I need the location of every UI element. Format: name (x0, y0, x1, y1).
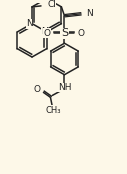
Text: O: O (34, 85, 41, 94)
Text: N: N (86, 9, 93, 18)
Text: Cl: Cl (47, 0, 56, 9)
Text: O: O (44, 29, 51, 38)
Text: N: N (41, 27, 48, 37)
Text: CH₃: CH₃ (46, 106, 61, 115)
Text: S: S (61, 28, 68, 38)
Text: NH: NH (58, 83, 71, 92)
Text: O: O (78, 29, 85, 38)
Text: N: N (26, 19, 33, 28)
